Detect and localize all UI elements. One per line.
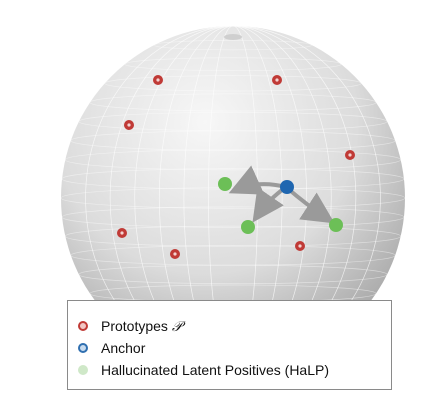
- prototype-marker-icon: [75, 318, 91, 334]
- latitude-line: [61, 206, 405, 228]
- prototype-point: [117, 228, 127, 238]
- halp-points: [218, 177, 343, 234]
- longitude-line: [109, 26, 357, 370]
- halp-point: [218, 177, 232, 191]
- legend-label-anchor: Anchor: [101, 340, 146, 356]
- prototype-point: [272, 75, 282, 85]
- legend-item-prototypes: Prototypes 𝒫: [68, 316, 182, 336]
- longitude-line: [109, 26, 357, 370]
- latitude-line: [78, 111, 388, 132]
- latitude-line: [70, 130, 396, 151]
- prototype-point: [124, 120, 134, 130]
- legend: Prototypes 𝒫 Anchor Hallucinated Latent …: [67, 300, 392, 390]
- prototypes-text: Prototypes: [101, 317, 172, 334]
- legend-item-anchor: Anchor: [68, 338, 145, 358]
- halp-marker-icon: [75, 362, 91, 378]
- latitude-line: [89, 93, 377, 112]
- legend-item-halp: Hallucinated Latent Positives (HaLP): [68, 360, 329, 380]
- halp-point: [329, 218, 343, 232]
- prototypes: [117, 75, 355, 259]
- sphere: [61, 26, 405, 370]
- prototype-point: [345, 150, 355, 160]
- prototype-point: [153, 75, 163, 85]
- anchor-marker-icon: [75, 340, 91, 356]
- longitude-line: [85, 26, 381, 370]
- latitude-line: [124, 57, 342, 72]
- latitude-line: [104, 75, 362, 92]
- halp-point: [241, 220, 255, 234]
- latitude-line: [153, 40, 313, 51]
- prototype-point: [295, 241, 305, 251]
- prototypes-symbol: 𝒫: [171, 318, 182, 335]
- legend-label-halp: Hallucinated Latent Positives (HaLP): [101, 362, 330, 378]
- sphere-pole: [224, 34, 242, 40]
- prototype-point: [170, 249, 180, 259]
- longitude-line: [85, 26, 381, 370]
- anchor-point: [280, 180, 294, 194]
- legend-label-prototypes: Prototypes 𝒫: [101, 318, 182, 335]
